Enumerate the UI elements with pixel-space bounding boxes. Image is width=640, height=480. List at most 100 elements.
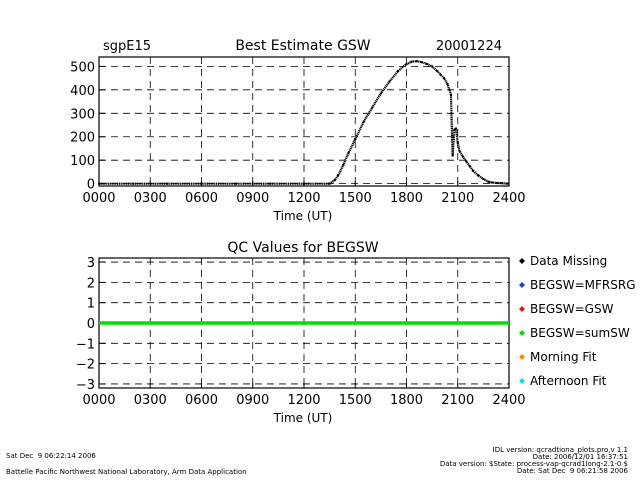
legend-marker: [519, 306, 525, 312]
bottom-ytick-label: 2: [87, 276, 95, 291]
begsw-point: [354, 138, 357, 141]
begsw-point: [166, 182, 169, 185]
begsw-point: [487, 180, 490, 183]
bottom-xtick-label: 2100: [441, 393, 474, 408]
bottom-xlabel: Time (UT): [273, 411, 333, 425]
begsw-point: [458, 149, 461, 152]
begsw-point: [465, 160, 468, 163]
begsw-point: [496, 181, 499, 184]
begsw-point: [443, 77, 446, 80]
begsw-point: [468, 165, 471, 168]
legend-marker: [519, 378, 525, 384]
legend-label: BEGSW=MFRSRG: [530, 278, 636, 292]
legend-label: Data Missing: [530, 254, 607, 268]
legend-label: Afternoon Fit: [530, 374, 607, 388]
top-ytick-label: 100: [70, 154, 95, 169]
bottom-ytick-label: −2: [76, 358, 95, 373]
begsw-point: [455, 127, 458, 130]
legend-marker: [519, 354, 525, 360]
footer-right-4: Date: Sat Dec 9 06:21:58 2006: [516, 467, 628, 475]
top-xtick-label: 2100: [441, 191, 474, 206]
bottom-ytick-label: 1: [87, 297, 95, 312]
bottom-ytick-label: −1: [76, 337, 95, 352]
bottom-xtick-label: 0900: [236, 393, 269, 408]
begsw-point: [98, 182, 100, 185]
top-xtick-label: 0600: [185, 191, 218, 206]
legend-label: Morning Fit: [530, 350, 597, 364]
bottom-xtick-label: 1500: [339, 393, 372, 408]
top-ytick-label: 400: [70, 84, 95, 99]
footer-right-3: Data version: $State: process-vap-qcrad1…: [439, 460, 628, 468]
top-xtick-label: 1800: [390, 191, 423, 206]
begsw-point: [506, 182, 509, 185]
begsw-point: [337, 174, 340, 177]
footer-lab: Battelle Pacific Northwest National Labo…: [6, 468, 247, 476]
begsw-point: [426, 63, 428, 66]
begsw-point: [490, 181, 493, 184]
top-chart-title: Best Estimate GSW: [235, 38, 370, 54]
begsw-point: [388, 80, 391, 83]
top-plot: 0000 0300 0600 0900 1200 1500 1800 2100 2400 0 100…: [70, 56, 526, 206]
begsw-point: [449, 93, 452, 96]
begsw-point: [436, 70, 439, 73]
begsw-point: [362, 120, 365, 123]
begsw-point: [379, 92, 382, 95]
begsw-point: [328, 182, 331, 185]
legend-label: BEGSW=GSW: [530, 302, 614, 316]
top-ytick-label: 300: [70, 107, 95, 122]
bottom-xtick-label: 0000: [82, 393, 115, 408]
top-xlabel: Time (UT): [273, 209, 333, 223]
bottom-plot: 0000 0300 0600 0900 1200 1500 1800 2100 2400 3 2 1 0…: [76, 256, 526, 408]
begsw-point: [451, 154, 454, 157]
legend-marker: [519, 282, 525, 288]
top-ytick-label: 200: [70, 131, 95, 146]
bottom-ytick-label: −3: [76, 378, 95, 393]
begsw-point: [333, 179, 336, 182]
begsw-point: [453, 128, 456, 131]
bottom-xtick-label: 1200: [287, 393, 320, 408]
top-xtick-label: 2400: [492, 191, 525, 206]
begsw-point: [420, 61, 423, 64]
legend-marker: [519, 258, 525, 264]
bottom-xtick-label: 1800: [390, 393, 423, 408]
begsw-point: [477, 174, 480, 177]
bottom-chart-title: QC Values for BEGSW: [227, 240, 378, 256]
begsw-point: [446, 82, 449, 85]
begsw-point: [200, 182, 203, 185]
top-frame: [98, 56, 510, 187]
begsw-point: [415, 60, 418, 63]
begsw-point: [303, 182, 305, 185]
top-ytick-label: 500: [70, 60, 95, 75]
legend-label: BEGSW=sumSW: [530, 326, 630, 340]
top-xtick-label: 1500: [339, 191, 372, 206]
top-xtick-label: 1200: [287, 191, 320, 206]
footer-right-1: IDL version: qcradtiona_plots.pro,v 1.1: [492, 446, 628, 454]
begsw-point: [234, 182, 237, 185]
legend-marker: [519, 330, 525, 336]
begsw-point: [268, 182, 271, 185]
begsw-point: [501, 182, 504, 185]
begsw-point: [396, 70, 399, 73]
top-xtick-label: 0300: [134, 191, 167, 206]
bottom-xtick-label: 2400: [492, 393, 525, 408]
bottom-ytick-label: 3: [87, 256, 95, 271]
begsw-series-line: [99, 60, 508, 185]
begsw-point: [342, 163, 345, 166]
begsw-point: [410, 60, 413, 63]
begsw-point: [472, 169, 475, 172]
begsw-point: [431, 65, 434, 68]
footer-timestamp: Sat Dec 9 06:22:14 2006: [6, 452, 96, 460]
top-xtick-label: 0000: [82, 191, 115, 206]
top-ytick-label: 0: [87, 178, 95, 193]
begsw-point: [482, 177, 485, 180]
begsw-point: [456, 141, 459, 144]
begsw-point: [405, 63, 408, 66]
begsw-point: [347, 152, 350, 155]
begsw-point: [371, 106, 374, 109]
begsw-point: [439, 73, 442, 76]
date-label: 20001224: [436, 39, 502, 54]
bottom-ytick-label: 0: [87, 317, 95, 332]
top-xtick-label: 0900: [236, 191, 269, 206]
site-label: sgpE15: [103, 39, 151, 54]
